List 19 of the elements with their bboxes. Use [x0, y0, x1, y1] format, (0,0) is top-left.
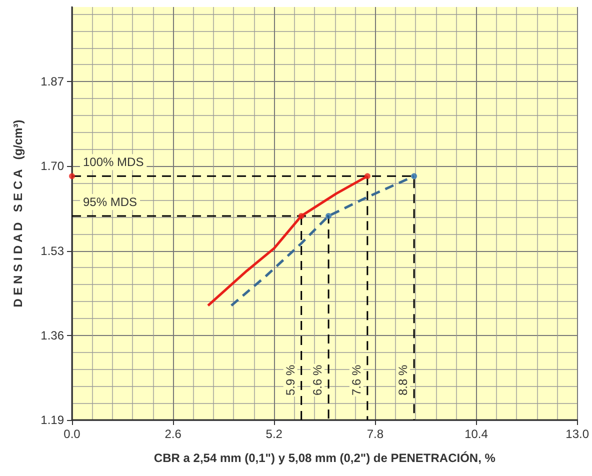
annotation: 95% MDS [83, 194, 138, 209]
annotation: 6.6 % [310, 364, 325, 396]
y-tick-label: 1.87 [40, 74, 64, 89]
x-tick-label: 7.8 [366, 427, 384, 441]
y-tick-label: 1.36 [40, 328, 64, 342]
annotation: 5.9 % [283, 364, 298, 396]
y-tick-label: 1.19 [40, 413, 64, 427]
annotation: 8.8 % [396, 364, 410, 396]
x-tick-label: 0.0 [64, 427, 81, 441]
x-axis-title: CBR a 2,54 mm (0,1") y 5,08 mm (0,2") de PENETRACIÓN, % [154, 451, 496, 465]
annotation: 100% MDS [83, 155, 144, 170]
annotation: 7.6 % [349, 364, 364, 396]
y-axis-title: D E N S I D A D S E C A (g/cm³) [11, 120, 25, 308]
x-tick-label: 13.0 [566, 427, 590, 441]
y-tick-label: 1.53 [40, 244, 64, 258]
x-tick-label: 10.4 [464, 427, 488, 441]
x-tick-label: 2.6 [164, 427, 182, 441]
x-tick-label: 5.2 [266, 427, 283, 441]
y-tick-label: 1.70 [40, 159, 64, 174]
